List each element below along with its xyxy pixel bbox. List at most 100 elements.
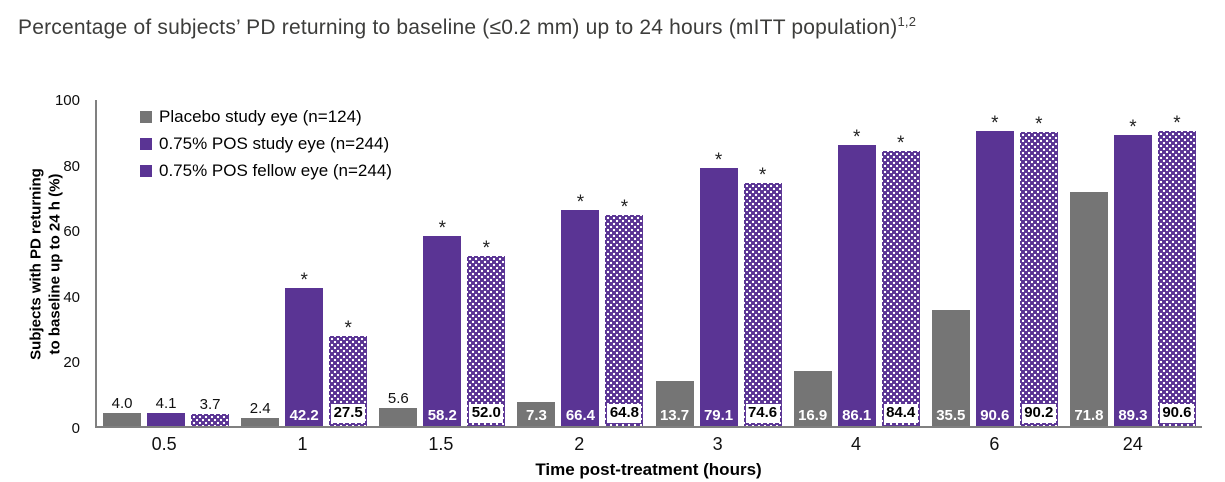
bar-value-label: 89.3: [1118, 407, 1148, 424]
bar-pos-study-2h: 66.4 *: [561, 193, 600, 426]
bar-pos-fellow-0.5h: 3.7: [191, 396, 230, 426]
significance-asterisk: *: [576, 191, 585, 213]
plot-area: 4.0 4.1 3.7 2.4 42.2 * 27.5 * 5.6 58.2 * 52.0 * 7.3 66…: [95, 100, 1202, 428]
x-tick-label-2h: 2: [574, 434, 585, 454]
legend-label-pos-study: 0.75% POS study eye (n=244): [159, 133, 390, 153]
legend-swatch-pos-study: [140, 137, 152, 150]
bar-group-2h: 7.3 66.4 * 64.8 *: [511, 100, 649, 426]
bar-value-label: 5.6: [387, 389, 409, 407]
y-tick-label-100: 100: [54, 92, 80, 109]
bar-pos-study-3h: 79.1 *: [699, 151, 738, 426]
bar-value-label: 4.0: [111, 394, 133, 412]
significance-asterisk: *: [1035, 113, 1043, 135]
bar-value-label: 64.8: [607, 404, 642, 423]
bar-group-0.5h: 4.0 4.1 3.7: [97, 100, 235, 426]
legend-swatch-placebo: [140, 110, 152, 123]
bar-value-label: 71.8: [1074, 407, 1104, 424]
significance-asterisk: *: [1129, 116, 1137, 138]
bar-group-3h: 13.7 79.1 * 74.6 *: [650, 100, 788, 426]
significance-asterisk: *: [344, 318, 352, 340]
bar-placebo-1.5h: 5.6: [379, 390, 418, 426]
bar-pos-fellow-24h: 90.6 *: [1157, 114, 1196, 426]
bar-placebo-3h: 13.7: [655, 381, 694, 426]
y-axis-ticks: 0 20 40 60 80 100: [40, 92, 88, 437]
legend-label-placebo: Placebo study eye (n=124): [159, 106, 362, 126]
chart-title-superscript: 1,2: [897, 14, 917, 29]
x-tick-label-0.5h: 0.5: [151, 434, 177, 454]
x-axis-ticks: 0.5 1 1.5 2 3 4 6 24: [95, 434, 1202, 458]
bar-value-label: 7.3: [526, 407, 547, 424]
x-tick-label-6h: 6: [989, 434, 1000, 454]
bar-group-24h: 71.8 89.3 * 90.6 *: [1064, 100, 1202, 426]
bar-value-label: 84.4: [883, 404, 918, 423]
bar-value-label: 86.1: [842, 407, 872, 424]
bar-pos-fellow-3h: 74.6 *: [743, 166, 782, 426]
bar-value-label: 66.4: [565, 407, 596, 424]
x-tick-label-1h: 1: [297, 434, 308, 454]
x-tick-label-4h: 4: [851, 434, 862, 454]
bar-value-label: 90.6: [980, 407, 1010, 424]
bar-pos-study-1h: 42.2 *: [285, 271, 324, 426]
x-tick-label-1.5h: 1.5: [428, 434, 454, 454]
x-tick-label-24h: 24: [1122, 434, 1143, 454]
bar-value-label: 13.7: [659, 407, 690, 424]
bar-value-label: 74.6: [745, 404, 780, 423]
significance-asterisk: *: [300, 270, 308, 292]
y-tick-label-40: 40: [63, 288, 80, 306]
bar-pos-study-4h: 86.1 *: [837, 128, 876, 426]
bar-pos-study-24h: 89.3 *: [1113, 118, 1152, 426]
legend-swatch-pos-fellow: [140, 164, 152, 177]
significance-asterisk: *: [1173, 112, 1181, 134]
bar-value-label: 42.2: [289, 407, 319, 424]
bar-pos-fellow-2h: 64.8 *: [605, 198, 644, 426]
bar-pos-fellow-1.5h: 52.0 *: [467, 239, 506, 426]
bar-placebo-0.5h: 4.0: [103, 395, 142, 426]
bar-group-1.5h: 5.6 58.2 * 52.0 *: [373, 100, 511, 426]
bar-group-4h: 16.9 86.1 * 84.4 *: [788, 100, 926, 426]
bar-placebo-4h: 16.9: [793, 370, 832, 426]
significance-asterisk: *: [991, 112, 999, 134]
bar-value-label: 52.0: [469, 404, 504, 423]
bar-pos-study-6h: 90.6 *: [975, 114, 1014, 426]
x-axis-title: Time post-treatment (hours): [535, 460, 762, 479]
bar-value-label: 3.7: [199, 395, 221, 413]
bar-value-label: 79.1: [703, 407, 734, 424]
bar-group-1h: 2.4 42.2 * 27.5 *: [235, 100, 373, 426]
bar-pos-study-1.5h: 58.2 *: [423, 219, 462, 426]
legend-item-pos-fellow: 0.75% POS fellow eye (n=244): [140, 160, 392, 181]
significance-asterisk: *: [482, 238, 491, 260]
bar-placebo-1h: 2.4: [241, 400, 280, 426]
bar-value-label: 90.2: [1021, 404, 1056, 423]
y-tick-label-20: 20: [63, 354, 80, 372]
bar-value-label: 4.1: [155, 394, 177, 412]
bar-value-label: 2.4: [249, 400, 271, 418]
significance-asterisk: *: [714, 150, 723, 172]
legend: Placebo study eye (n=124) 0.75% POS stud…: [140, 106, 392, 187]
x-tick-label-3h: 3: [712, 434, 723, 454]
bar-placebo-6h: 35.5: [931, 310, 970, 426]
chart-title: Percentage of subjects’ PD returning to …: [18, 14, 916, 40]
bar-value-label: 90.6: [1159, 404, 1194, 423]
legend-label-pos-fellow: 0.75% POS fellow eye (n=244): [159, 160, 392, 180]
significance-asterisk: *: [852, 127, 861, 149]
bar-value-label: 27.5: [331, 404, 366, 423]
bar-pos-study-0.5h: 4.1: [147, 395, 186, 426]
bar-placebo-24h: 71.8: [1069, 191, 1108, 426]
y-tick-label-0: 0: [71, 420, 80, 437]
significance-asterisk: *: [896, 132, 905, 154]
y-tick-label-60: 60: [63, 223, 80, 241]
chart-title-text: Percentage of subjects’ PD returning to …: [18, 16, 898, 39]
legend-item-placebo: Placebo study eye (n=124): [140, 106, 392, 127]
y-tick-label-80: 80: [63, 157, 80, 175]
bar-value-label: 35.5: [936, 407, 966, 424]
bar-pos-fellow-6h: 90.2 *: [1019, 115, 1058, 426]
significance-asterisk: *: [758, 164, 767, 186]
significance-asterisk: *: [438, 218, 447, 240]
bar-pos-fellow-1h: 27.5 *: [329, 319, 368, 426]
significance-asterisk: *: [620, 196, 629, 218]
bar-placebo-2h: 7.3: [517, 402, 556, 426]
bar-value-label: 58.2: [427, 407, 457, 424]
bar-pos-fellow-4h: 84.4 *: [881, 134, 920, 426]
legend-item-pos-study: 0.75% POS study eye (n=244): [140, 133, 392, 154]
